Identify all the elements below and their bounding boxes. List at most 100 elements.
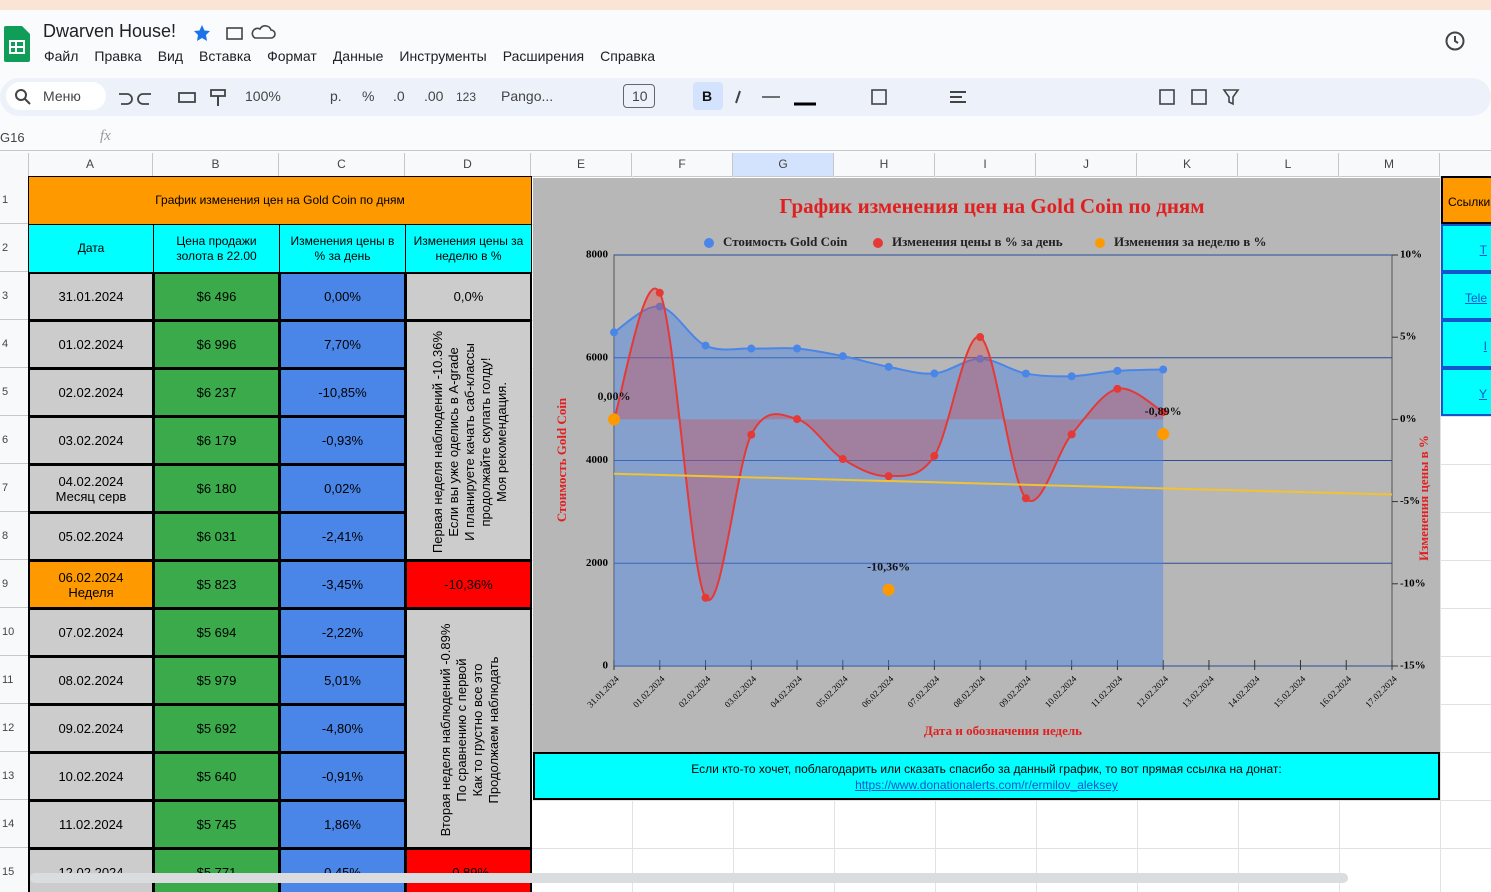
links-header: Ссылки [1441, 176, 1491, 224]
y2-tick-label: 10% [1400, 249, 1422, 261]
weekly-cell: 0,0% [405, 272, 532, 321]
menu-item[interactable]: Формат [267, 48, 317, 64]
change-cell: 5,01% [279, 656, 406, 705]
weekly-cell: -10,36% [405, 560, 532, 609]
table-header: Цена продажи золота в 22.00 [153, 224, 280, 273]
change-cell: -3,45% [279, 560, 406, 609]
price-cell: $5 640 [153, 752, 280, 801]
decrease-decimals[interactable]: .0 [393, 88, 405, 104]
data-point [1021, 369, 1030, 378]
x-tick-label: 08.02.2024 [951, 673, 987, 709]
price-cell: $6 031 [153, 512, 280, 561]
menu-item[interactable]: Инструменты [399, 48, 487, 64]
x-tick-label: 31.01.2024 [585, 673, 621, 709]
menu-bar: Файл Правка Вид Вставка Формат Данные Инструме… [44, 48, 655, 64]
column-header: F [632, 153, 733, 176]
column-header: J [1036, 153, 1137, 176]
column-header: M [1339, 153, 1440, 176]
font-select[interactable]: Pango... [501, 88, 554, 104]
font-size[interactable]: 10 [632, 88, 648, 104]
column-header: G [733, 153, 834, 176]
history-icon[interactable] [1444, 30, 1466, 52]
data-point [838, 455, 847, 464]
menu-item[interactable]: Вид [157, 48, 184, 64]
data-point [610, 328, 618, 337]
separator [0, 150, 1491, 151]
row-header: 14 [0, 800, 28, 848]
data-point [1159, 365, 1168, 374]
x-tick-label: 04.02.2024 [768, 673, 804, 709]
row-header: 13 [0, 752, 28, 800]
x-tick-label: 01.02.2024 [631, 673, 667, 709]
zoom[interactable]: 100% [245, 88, 281, 104]
y2-tick-label: -5% [1400, 495, 1420, 507]
menu-item[interactable]: Вставка [199, 48, 252, 64]
more-formats[interactable]: 123 [456, 90, 477, 104]
link-cell[interactable]: I [1441, 320, 1491, 368]
menu-item[interactable]: Правка [94, 48, 142, 64]
change-cell: 7,70% [279, 320, 406, 369]
link-cell[interactable]: Tele [1441, 272, 1491, 320]
grid-row-line [28, 848, 1491, 849]
legend-label: Стоимость Gold Coin [723, 234, 848, 249]
date-cell: 05.02.2024 [28, 512, 154, 561]
donation-text: Если кто-то хочет, поблагодарить или ска… [691, 762, 1282, 776]
y2-tick-label: 0% [1400, 413, 1417, 425]
column-header: D [405, 153, 531, 176]
menu-item[interactable]: Данные [332, 48, 384, 64]
date-cell: 01.02.2024 [28, 320, 154, 369]
price-cell: $5 823 [153, 560, 280, 609]
row-header: 11 [0, 656, 28, 704]
scrollbar[interactable] [30, 873, 1348, 883]
search-box[interactable] [6, 82, 106, 110]
row-header: 9 [0, 560, 28, 608]
date-cell: 06.02.2024 Неделя [28, 560, 154, 609]
data-point [1067, 430, 1076, 439]
name-box[interactable]: G16 [0, 130, 25, 145]
doc-title[interactable]: Dwarven House! [43, 21, 177, 41]
percent-format[interactable]: % [362, 88, 375, 104]
search-text[interactable]: Меню [43, 88, 81, 104]
y2-tick-label: -10% [1400, 577, 1426, 589]
weekly-point [608, 413, 620, 426]
change-cell: -0,93% [279, 416, 406, 465]
row-header: 1 [0, 176, 28, 224]
table-title: График изменения цен на Gold Coin по дня… [28, 176, 532, 225]
bold-bg [693, 82, 723, 110]
x-tick-label: 13.02.2024 [1180, 673, 1216, 709]
toolbar-icons-left[interactable] [115, 86, 230, 108]
increase-decimals[interactable]: .00 [424, 88, 444, 104]
chart-title: График изменения цен на Gold Coin по дня… [779, 194, 1204, 218]
currency-format[interactable]: р. [330, 88, 342, 104]
menu-item[interactable]: Файл [44, 48, 79, 64]
title-icons[interactable] [193, 24, 283, 42]
y-tick-label: 0 [603, 660, 609, 672]
change-cell: 1,86% [279, 800, 406, 849]
x-tick-label: 15.02.2024 [1272, 673, 1308, 709]
x-tick-label: 02.02.2024 [677, 673, 713, 709]
toolbar-icons-right[interactable] [730, 86, 1380, 108]
x-tick-label: 05.02.2024 [814, 673, 850, 709]
fx-label: fx [100, 128, 111, 144]
menu-item[interactable]: Справка [600, 48, 656, 64]
link-cell[interactable]: Y [1441, 368, 1491, 416]
price-cell: $5 979 [153, 656, 280, 705]
x-axis-label: Дата и обозначения недель [924, 723, 1082, 738]
price-cell: $6 996 [153, 320, 280, 369]
y-tick-label: 6000 [586, 351, 609, 363]
font-size-box[interactable] [623, 84, 655, 108]
series-area [614, 306, 1164, 666]
top-strip [0, 0, 1491, 10]
link-cell[interactable]: T [1441, 224, 1491, 272]
trendline [613, 472, 1393, 496]
bold-button[interactable]: B [702, 88, 713, 104]
menu-item[interactable]: Расширения [502, 48, 585, 64]
column-header: K [1137, 153, 1238, 176]
chart[interactable]: График изменения цен на Gold Coin по дня… [533, 178, 1440, 752]
price-cell: $6 179 [153, 416, 280, 465]
x-tick-label: 12.02.2024 [1134, 673, 1170, 709]
weekly-note-cell: Вторая неделя наблюдений -0.89% По сравн… [405, 608, 532, 849]
donation-link[interactable]: https://www.donationalerts.com/r/ermilov… [855, 778, 1118, 792]
data-point [701, 593, 710, 602]
price-cell: $5 692 [153, 704, 280, 753]
